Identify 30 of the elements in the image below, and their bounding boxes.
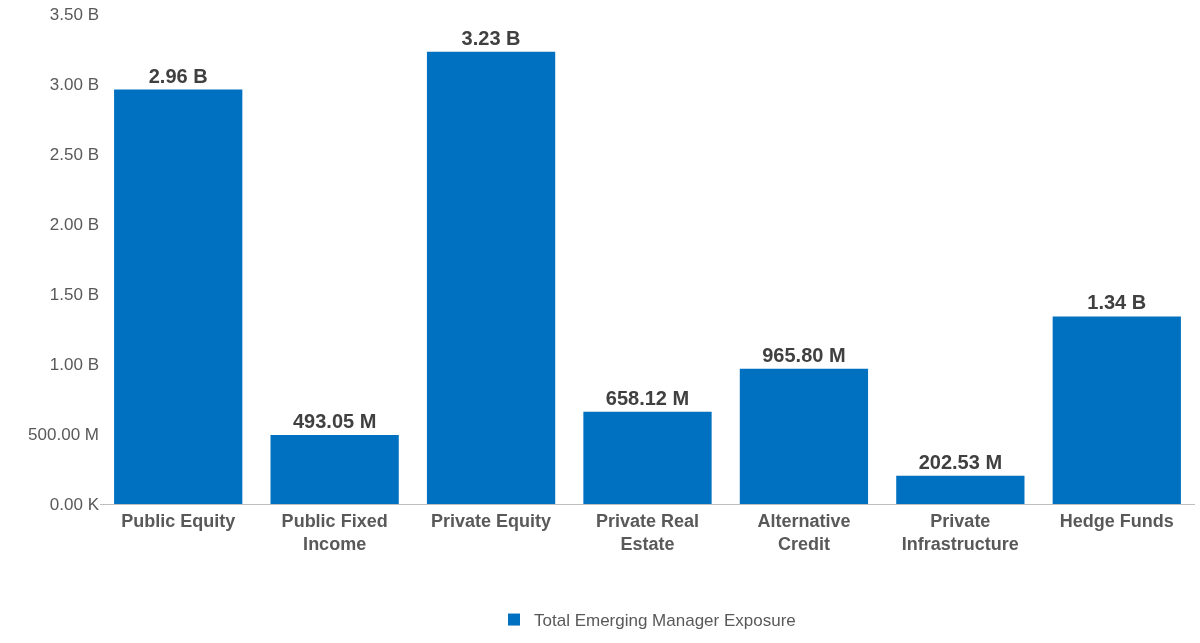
bar [739, 368, 869, 504]
data-label: 3.23 B [461, 26, 521, 49]
data-label: 493.05 M [292, 409, 377, 432]
legend-label: Total Emerging Manager Exposure [534, 611, 796, 631]
y-tick-label: 1.00 B [49, 354, 99, 374]
data-label: 2.96 B [148, 64, 208, 87]
data-label: 965.80 M [762, 343, 846, 366]
bar [896, 475, 1025, 504]
y-tick-label: 3.00 B [49, 74, 99, 94]
bar [583, 411, 712, 504]
y-tick-label: 0.00 K [49, 494, 100, 514]
x-tick-label: Public Fixed Income [281, 510, 388, 554]
y-tick-label: 2.00 B [49, 214, 99, 234]
y-tick-label: 2.50 B [49, 144, 99, 164]
data-label: 658.12 M [605, 386, 690, 409]
bar [270, 434, 399, 504]
y-tick-label: 500.00 M [28, 424, 99, 444]
x-tick-label: Alternative Credit [757, 510, 851, 554]
data-label: 202.53 M [918, 450, 1003, 473]
bar [1052, 316, 1181, 504]
data-label: 1.34 B [1087, 291, 1147, 314]
y-tick-label: 1.50 B [49, 284, 99, 304]
x-tick-label: Private Infrastructure [901, 510, 1019, 554]
y-tick-label: 3.50 B [49, 4, 99, 24]
x-tick-label: Hedge Funds [1059, 510, 1174, 531]
bar [426, 51, 556, 504]
x-tick-label: Private Real Estate [595, 510, 700, 554]
x-tick-label: Private Equity [431, 510, 552, 531]
bar [114, 89, 243, 504]
x-tick-label: Public Equity [121, 510, 236, 531]
